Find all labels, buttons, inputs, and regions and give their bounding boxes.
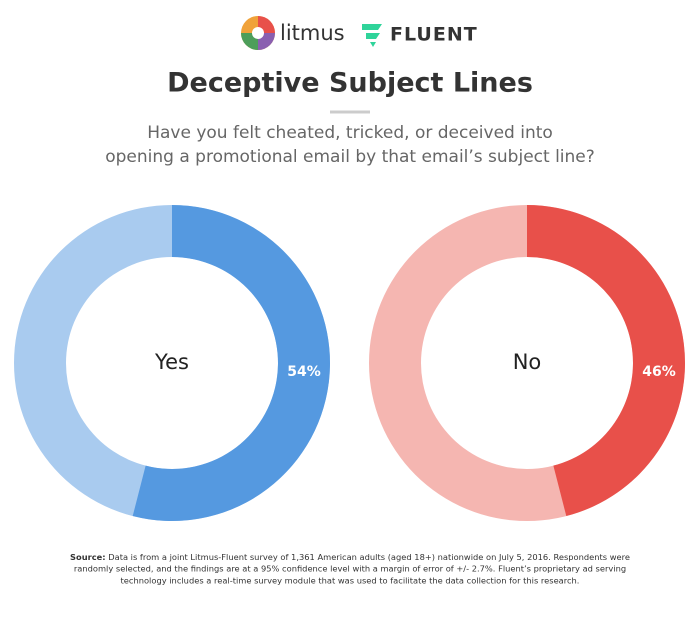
subtitle: opening a promotional email by that emai… bbox=[105, 147, 595, 167]
source-text: Data is from a joint Litmus-Fluent surve… bbox=[108, 552, 630, 562]
source-text: randomly selected, and the findings are … bbox=[74, 564, 626, 574]
fluent-logo: FLUENT bbox=[362, 24, 478, 47]
source-label: Source: bbox=[70, 552, 106, 562]
title: Deceptive Subject Lines bbox=[167, 68, 533, 99]
charts: Yes 54% No 46% bbox=[14, 205, 685, 522]
logo-icon bbox=[362, 24, 382, 47]
logo-icon bbox=[258, 16, 275, 33]
center-label: No bbox=[513, 350, 542, 374]
logo-icon bbox=[252, 27, 264, 39]
litmus-logo: litmus bbox=[241, 16, 345, 50]
center-label: Yes bbox=[154, 350, 189, 374]
donut-segment bbox=[527, 205, 685, 517]
value-label: 46% bbox=[642, 364, 676, 380]
logo-text: FLUENT bbox=[390, 24, 478, 46]
donut-segment bbox=[132, 205, 331, 522]
source-text: technology includes a real-time survey m… bbox=[121, 576, 580, 586]
logo-text: litmus bbox=[280, 21, 345, 45]
source-note: Source: Data is from a joint Litmus-Flue… bbox=[70, 552, 630, 562]
subtitle: Have you felt cheated, tricked, or decei… bbox=[147, 123, 553, 143]
value-label: 54% bbox=[287, 364, 321, 380]
logo-icon bbox=[241, 33, 258, 50]
logo-icon bbox=[258, 33, 275, 50]
